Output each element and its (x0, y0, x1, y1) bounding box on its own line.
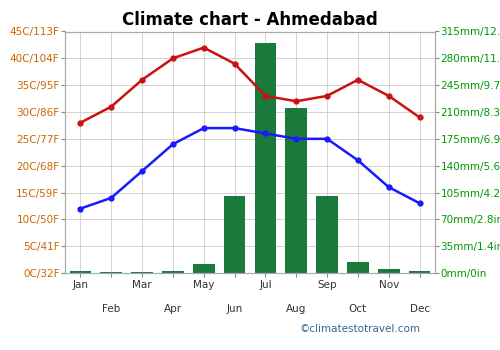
Text: Oct: Oct (349, 303, 367, 314)
Text: Feb: Feb (102, 303, 120, 314)
Text: ©climatestotravel.com: ©climatestotravel.com (300, 324, 421, 334)
Bar (347, 261, 368, 273)
Bar (254, 43, 276, 273)
Text: Apr: Apr (164, 303, 182, 314)
Text: Aug: Aug (286, 303, 306, 314)
Bar (100, 272, 122, 273)
Text: Jun: Jun (226, 303, 242, 314)
Bar (70, 271, 91, 273)
Bar (316, 196, 338, 273)
Text: Dec: Dec (410, 303, 430, 314)
Bar (162, 272, 184, 273)
Bar (409, 271, 430, 273)
Bar (286, 108, 307, 273)
Bar (132, 272, 153, 273)
Bar (193, 264, 214, 273)
Bar (224, 196, 246, 273)
Bar (378, 269, 400, 273)
Title: Climate chart - Ahmedabad: Climate chart - Ahmedabad (122, 10, 378, 29)
